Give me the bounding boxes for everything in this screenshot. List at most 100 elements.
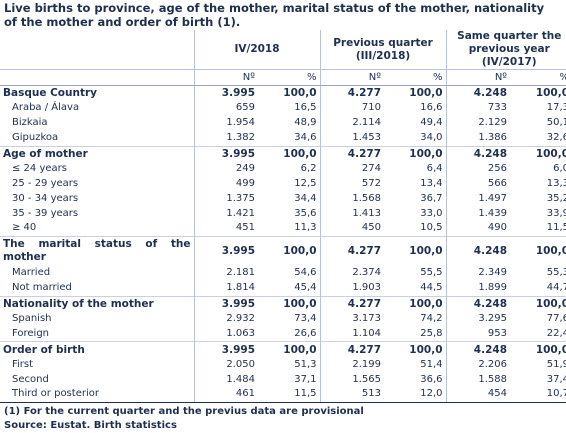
cell-count: 454 bbox=[445, 387, 511, 403]
cell-count: 2.932 bbox=[193, 311, 258, 327]
cell-count: 3.995 bbox=[193, 235, 258, 266]
cell-count: 1.484 bbox=[193, 372, 258, 388]
cell-percent: 11,3 bbox=[294, 222, 317, 234]
cell-count: 4.248 bbox=[445, 341, 511, 358]
cell-percent: 33,0 bbox=[420, 207, 443, 219]
cell-percent: 74,2 bbox=[420, 313, 443, 325]
cell-count: 451 bbox=[193, 221, 258, 237]
cell-percent: 44,5 bbox=[420, 282, 443, 294]
cell-count: 2.374 bbox=[319, 265, 384, 281]
cell-percent: 55,5 bbox=[420, 267, 443, 279]
cell-count: 1.954 bbox=[193, 115, 258, 131]
row-label: Third or posterior bbox=[0, 387, 194, 403]
row-label: 30 - 34 years bbox=[12, 192, 79, 204]
cell-count: 2.129 bbox=[445, 115, 511, 131]
cell-percent: 12,0 bbox=[384, 387, 447, 403]
cell-count: 2.199 bbox=[319, 357, 384, 373]
table-row: ≤ 24 years 249 6,2 274 6,4 256 6,0 bbox=[0, 161, 566, 177]
cell-count: 3.173 bbox=[319, 311, 384, 327]
cell-percent: 100,0 bbox=[510, 145, 566, 162]
cell-percent: 100,0 bbox=[510, 341, 566, 358]
cell-percent: 33,9 bbox=[546, 207, 566, 219]
table-row: Married 2.181 54,6 2.374 55,5 2.349 55,3 bbox=[0, 265, 566, 281]
table-row: Gipuzkoa 1.382 34,6 1.453 34,0 1.386 32,6 bbox=[0, 130, 566, 147]
table-row: Not married 1.814 45,4 1.903 44,5 1.899 44,7 bbox=[0, 280, 566, 297]
cell-count: 4.248 bbox=[445, 295, 511, 312]
cell-percent: 37,4 bbox=[546, 373, 566, 385]
cell-percent: 37,1 bbox=[294, 373, 317, 385]
cell-percent: 100,0 bbox=[258, 235, 320, 266]
cell-percent: 49,4 bbox=[420, 117, 443, 129]
row-label: Married bbox=[12, 267, 51, 279]
cell-count: 4.277 bbox=[319, 145, 384, 162]
cell-count: 249 bbox=[193, 161, 258, 177]
table-row: First 2.050 51,3 2.199 51,4 2.206 51,9 bbox=[0, 357, 566, 373]
cell-percent: 54,6 bbox=[294, 267, 317, 279]
cell-count: 733 bbox=[445, 100, 511, 116]
cell-percent: 50,1 bbox=[546, 117, 566, 129]
cell-percent: 17,3 bbox=[546, 102, 566, 114]
cell-count: 572 bbox=[319, 176, 384, 192]
cell-count: 274 bbox=[319, 161, 384, 177]
cell-count: 1.899 bbox=[445, 280, 511, 297]
cell-count: 513 bbox=[319, 387, 384, 403]
cell-percent: 51,9 bbox=[546, 358, 566, 370]
col-header-n: Nº bbox=[445, 69, 511, 86]
cell-count: 1.903 bbox=[319, 280, 384, 297]
cell-count: 1.382 bbox=[193, 130, 258, 147]
cell-count: 461 bbox=[193, 387, 258, 403]
group-label: Same quarter the previous year (IV/2017) bbox=[457, 30, 562, 68]
cell-percent: 100,0 bbox=[409, 87, 443, 100]
table-row: The marital status of the mother 3.995 100… bbox=[0, 235, 566, 266]
cell-count: 2.114 bbox=[319, 115, 384, 131]
source-note: Source: Eustat. Birth statistics bbox=[4, 419, 177, 431]
table-row: Basque Country 3.995 100,0 4.277 100,0 4.248 1… bbox=[0, 85, 566, 101]
cell-percent: 34,6 bbox=[294, 132, 317, 144]
row-label: Age of mother bbox=[0, 145, 194, 162]
cell-percent: 100,0 bbox=[258, 295, 320, 312]
column-group-previous-quarter: Previous quarter (III/2018) bbox=[319, 30, 447, 70]
cell-count: 1.497 bbox=[445, 191, 511, 207]
table-row: 35 - 39 years 1.421 35,6 1.413 33,0 1.439 33,9 bbox=[0, 206, 566, 222]
cell-percent: 10,7 bbox=[510, 387, 566, 403]
column-group-current: IV/2018 bbox=[193, 30, 320, 70]
table-row: Age of mother 3.995 100,0 4.277 100,0 4.248 10… bbox=[0, 145, 566, 162]
cell-count: 1.439 bbox=[445, 206, 511, 222]
cell-percent: 13,3 bbox=[546, 177, 566, 189]
cell-percent: 45,4 bbox=[294, 282, 317, 294]
cell-percent: 35,6 bbox=[294, 207, 317, 219]
cell-count: 1.453 bbox=[319, 130, 384, 147]
col-header-pct: % bbox=[258, 69, 320, 86]
row-label: 35 - 39 years bbox=[12, 207, 79, 219]
cell-percent: 6,2 bbox=[300, 162, 317, 174]
cell-count: 2.181 bbox=[193, 265, 258, 281]
table-row: Nationality of the mother 3.995 100,0 4.277… bbox=[0, 295, 566, 312]
table-row: Araba / Álava 659 16,5 710 16,6 733 17,3 bbox=[0, 100, 566, 116]
cell-count: 1.814 bbox=[193, 280, 258, 297]
cell-percent: 100,0 bbox=[384, 341, 447, 358]
cell-percent: 13,4 bbox=[420, 177, 443, 189]
cell-count: 1.413 bbox=[319, 206, 384, 222]
cell-percent: 100,0 bbox=[258, 145, 320, 162]
col-header-pct: % bbox=[510, 69, 566, 86]
row-label: Araba / Álava bbox=[12, 102, 80, 114]
notes: (1) For the current quarter and the prev… bbox=[0, 405, 566, 433]
cell-percent: 16,5 bbox=[294, 102, 317, 114]
cell-count: 4.248 bbox=[445, 85, 511, 101]
table-row: Order of birth 3.995 100,0 4.277 100,0 4.248 1… bbox=[0, 341, 566, 358]
cell-percent: 36,6 bbox=[420, 373, 443, 385]
cell-percent: 32,6 bbox=[546, 132, 566, 144]
cell-count: 3.295 bbox=[445, 311, 511, 327]
cell-percent: 35,2 bbox=[546, 192, 566, 204]
cell-count: 1.104 bbox=[319, 326, 384, 342]
cell-count: 2.206 bbox=[445, 357, 511, 373]
row-label: The marital status of the mother bbox=[0, 235, 194, 266]
column-group-same-quarter-prev-year: Same quarter the previous year (IV/2017) bbox=[445, 30, 566, 70]
cell-percent: 100,0 bbox=[384, 145, 447, 162]
cell-percent: 51,4 bbox=[420, 358, 443, 370]
cell-percent: 34,0 bbox=[420, 132, 443, 144]
cell-count: 490 bbox=[445, 221, 511, 237]
cell-count: 4.248 bbox=[445, 145, 511, 162]
cell-percent: 100,0 bbox=[384, 235, 447, 266]
table-row: Second 1.484 37,1 1.565 36,6 1.588 37,4 bbox=[0, 372, 566, 388]
